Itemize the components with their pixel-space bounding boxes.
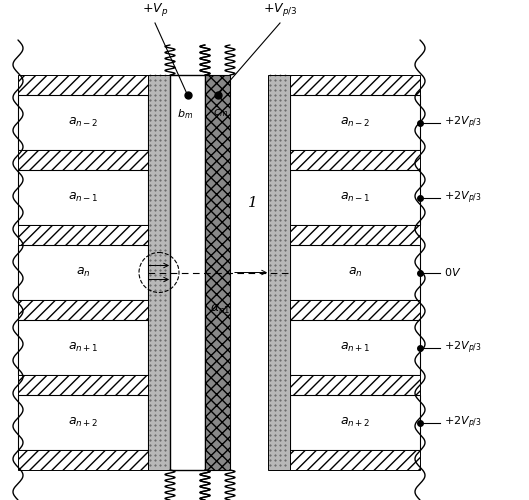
Text: $a_{n-1}$: $a_{n-1}$ (68, 191, 98, 204)
Bar (18, 95, 148, 150)
Text: $+2V_{p/3}$: $+2V_{p/3}$ (444, 414, 482, 430)
Bar (290, 225, 420, 245)
Bar (290, 170, 420, 225)
Bar (205, 75, 230, 470)
Bar (268, 75, 290, 470)
Text: $a_{n-2}$: $a_{n-2}$ (68, 116, 98, 129)
Bar (18, 170, 148, 225)
Bar (290, 300, 420, 320)
Bar (18, 320, 148, 375)
Bar (18, 375, 148, 395)
Bar (290, 375, 420, 395)
Text: $a_{n-1}$: $a_{n-1}$ (340, 191, 370, 204)
Bar (290, 245, 420, 300)
Text: $+V_p$: $+V_p$ (142, 1, 168, 18)
Text: $a_{n+2}$: $a_{n+2}$ (68, 416, 98, 429)
Bar (170, 75, 205, 470)
Bar (18, 150, 148, 170)
Text: $a_{n-2}$: $a_{n-2}$ (340, 116, 370, 129)
Text: $+2V_{p/3}$: $+2V_{p/3}$ (444, 190, 482, 206)
Bar (18, 450, 148, 470)
Text: $a_{n+1}$: $a_{n+1}$ (340, 341, 370, 354)
Bar (290, 95, 420, 150)
Text: $+2V_{p/3}$: $+2V_{p/3}$ (444, 114, 482, 130)
Bar (290, 450, 420, 470)
Bar (18, 395, 148, 450)
Bar (290, 150, 420, 170)
Text: $a_{n+1}$: $a_{n+1}$ (68, 341, 98, 354)
Bar (18, 225, 148, 245)
Text: $c_m$: $c_m$ (213, 107, 228, 119)
Text: $0V$: $0V$ (444, 266, 461, 278)
Text: $a_n$: $a_n$ (348, 266, 362, 279)
Text: $a_n$: $a_n$ (76, 266, 90, 279)
Bar (148, 75, 170, 470)
Bar (290, 320, 420, 375)
Text: $b_m$: $b_m$ (177, 107, 194, 121)
Bar (18, 245, 148, 300)
Bar (290, 395, 420, 450)
Bar (290, 75, 420, 95)
Text: $\alpha_{n1}$: $\alpha_{n1}$ (210, 302, 231, 316)
Text: $+2V_{p/3}$: $+2V_{p/3}$ (444, 340, 482, 355)
Bar (18, 75, 148, 95)
Text: $+V_{p/3}$: $+V_{p/3}$ (263, 1, 297, 18)
Text: $a_{n+2}$: $a_{n+2}$ (340, 416, 370, 429)
Bar (18, 300, 148, 320)
Text: 1: 1 (248, 196, 258, 210)
